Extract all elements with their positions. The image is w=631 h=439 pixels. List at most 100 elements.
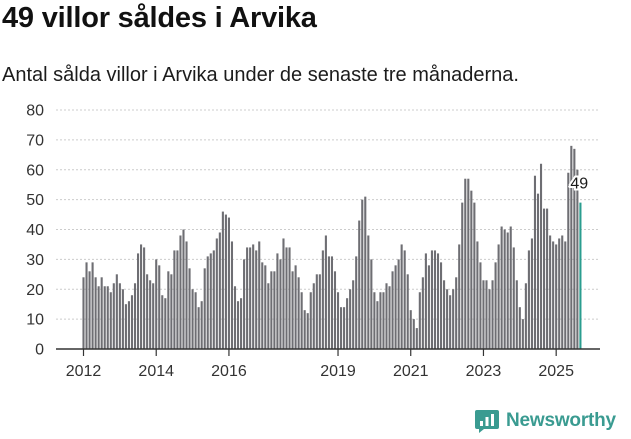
bar [121, 289, 124, 349]
bar [118, 283, 121, 349]
bar [179, 235, 182, 349]
bar [491, 280, 494, 349]
bar [336, 292, 340, 349]
bar [294, 265, 297, 349]
bar [388, 286, 391, 349]
bar [449, 295, 452, 349]
y-tick-label: 50 [26, 192, 44, 209]
x-tick-label: 2019 [320, 363, 356, 380]
x-tick-label: 2025 [538, 363, 574, 380]
bar [415, 328, 418, 349]
bar [470, 190, 473, 349]
bar [349, 289, 352, 349]
bar [533, 175, 537, 349]
bar [461, 202, 464, 349]
bar [233, 286, 237, 349]
bar [452, 289, 455, 349]
bar [567, 172, 570, 349]
highlight-bar [579, 202, 582, 349]
bar [224, 214, 227, 349]
y-axis-labels: 0 10 20 30 40 50 60 70 80 [26, 103, 44, 359]
bar [573, 148, 576, 349]
bar [206, 256, 209, 349]
bar [367, 235, 370, 349]
bar [346, 298, 349, 349]
bar [330, 256, 334, 349]
bar [124, 304, 127, 349]
bar [543, 208, 546, 349]
bar [355, 256, 358, 349]
bar [173, 250, 176, 349]
bar [515, 280, 518, 349]
bar [421, 277, 424, 349]
chart-annotations: 49 [568, 174, 590, 195]
bar [130, 295, 134, 349]
bar [385, 283, 388, 349]
bar [127, 301, 130, 349]
bar [236, 301, 240, 349]
bar [558, 238, 561, 349]
bar [212, 250, 215, 349]
bar [288, 247, 291, 349]
bar [249, 247, 252, 349]
bar [91, 262, 94, 349]
bar [536, 193, 540, 349]
bar [333, 271, 337, 349]
bar [282, 238, 285, 349]
bar [155, 259, 158, 350]
bar [161, 295, 164, 349]
bar [527, 250, 530, 349]
bar [400, 244, 403, 349]
chart-bars [82, 145, 582, 350]
bar [391, 271, 394, 349]
bar [255, 250, 258, 349]
bar [418, 292, 421, 349]
bar [291, 271, 294, 349]
x-tick-label: 2023 [466, 363, 502, 380]
bar [112, 283, 115, 349]
bar [436, 253, 440, 349]
bar [539, 163, 543, 349]
newsworthy-brand[interactable]: Newsworthy [474, 408, 616, 434]
bar [427, 265, 430, 349]
bar [576, 169, 579, 349]
bar [149, 280, 152, 349]
bar [140, 244, 143, 349]
bar [546, 208, 549, 349]
y-tick-label: 70 [26, 132, 44, 149]
bar [270, 271, 273, 349]
bar [194, 292, 197, 349]
bar [318, 274, 321, 349]
bar [264, 265, 267, 349]
bar [170, 274, 173, 349]
bar [403, 250, 406, 349]
y-tick-label: 40 [26, 222, 44, 239]
brand-name: Newsworthy [506, 410, 616, 431]
bar [409, 310, 412, 349]
bar [497, 244, 500, 349]
bar [297, 277, 300, 349]
bar [146, 274, 149, 349]
bar [364, 196, 367, 349]
bar [352, 280, 355, 349]
bar [143, 247, 146, 349]
bar [276, 253, 279, 349]
bar [473, 202, 476, 349]
bar [412, 319, 415, 350]
x-tick-label: 2016 [211, 363, 247, 380]
bar [506, 232, 509, 349]
bar [188, 268, 191, 349]
bar [549, 235, 552, 349]
bar [152, 283, 155, 349]
bar [312, 283, 315, 349]
bar [439, 262, 443, 349]
bar [164, 298, 167, 349]
bar [443, 280, 446, 349]
bar [191, 289, 194, 349]
y-tick-label: 60 [26, 162, 44, 179]
bar [182, 229, 185, 349]
bar [555, 244, 558, 349]
chart-subtitle: Antal sålda villor i Arvika under de sen… [2, 64, 519, 86]
bar [300, 292, 303, 349]
